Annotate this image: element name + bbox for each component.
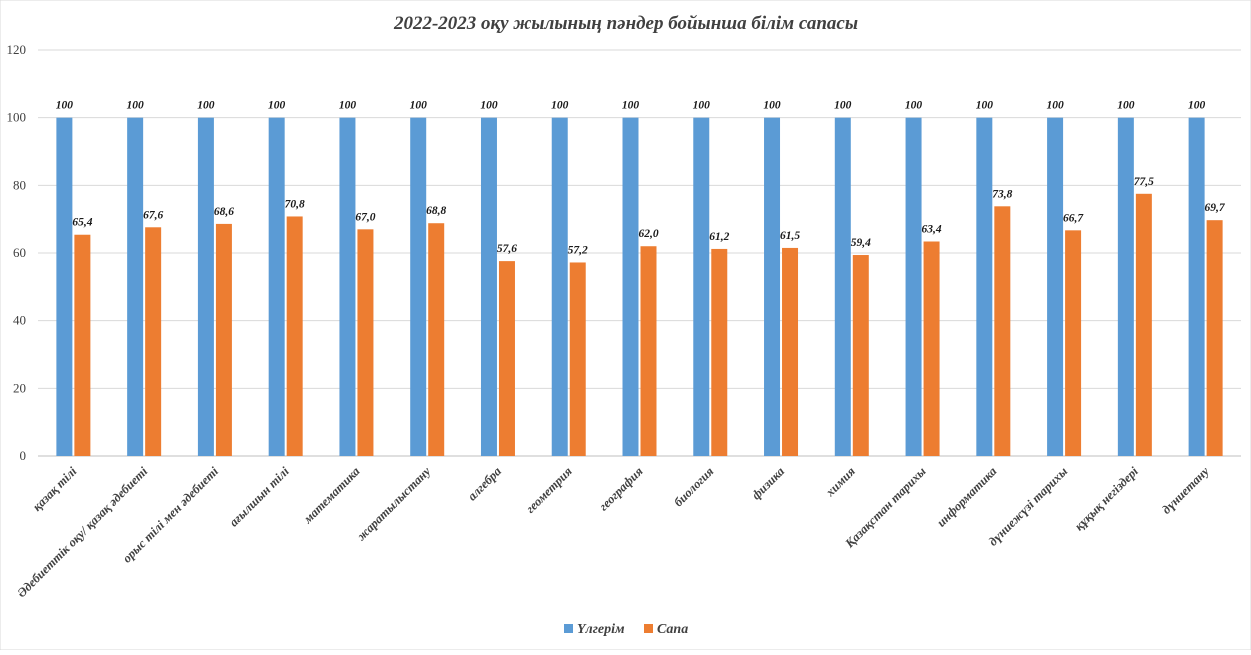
bar-sapa [711,248,728,456]
data-label: 100 [976,100,994,112]
legend-swatch [564,624,573,633]
bar-sapa [852,255,869,456]
data-label: 69,7 [1205,202,1226,214]
bar-sapa [215,223,232,456]
legend-swatch [644,624,653,633]
data-label: 100 [763,100,781,112]
y-tick-label: 120 [7,42,27,57]
data-label: 62,0 [638,228,658,240]
bar-ulgerim [410,117,427,457]
data-label: 100 [622,100,640,112]
data-label: 67,6 [143,209,163,221]
bar-ulgerim [764,117,781,457]
bar-ulgerim [480,117,497,457]
bar-ulgerim [1117,117,1134,457]
bar-sapa [428,223,445,456]
bar-ulgerim [976,117,993,457]
bar-sapa [286,216,303,456]
bar-sapa [569,262,586,456]
data-label: 100 [268,100,286,112]
data-label: 61,5 [780,230,800,242]
data-label: 100 [1046,100,1064,112]
axes: 0 20 40 60 80 100 120 [7,42,27,463]
bar-ulgerim [834,117,851,457]
bar-sapa [994,206,1011,456]
bar-sapa [1135,193,1152,456]
data-label: 100 [1117,100,1135,112]
bar-sapa [640,246,657,456]
data-label: 100 [56,100,74,112]
bar-sapa [145,227,162,456]
chart-title: 2022-2023 оқу жылының пәндер бойынша біл… [393,13,858,34]
legend: Үлгерім Сапа [564,622,688,637]
y-tick-label: 40 [13,313,26,328]
bar-ulgerim [551,117,568,457]
data-label: 100 [127,100,145,112]
bar-sapa [1206,220,1223,456]
bar-ulgerim [1047,117,1064,457]
y-tick-label: 0 [20,448,27,463]
data-labels: 100 100 100 100 100 100 100 100 100 100 100 100 100 1… [56,100,1226,257]
bar-sapa [498,261,515,456]
data-label: 77,5 [1134,176,1154,188]
data-label: 66,7 [1063,212,1084,224]
bar-sapa [923,241,940,456]
y-tick-label: 80 [13,177,26,192]
gridlines [38,49,1241,457]
data-label: 100 [693,100,711,112]
bar-ulgerim [693,117,710,457]
data-label: 68,8 [426,205,446,217]
bar-ulgerim [197,117,214,457]
data-label: 100 [339,100,357,112]
bar-ulgerim [339,117,356,457]
data-label: 57,6 [497,243,517,255]
bars [56,117,1223,457]
bar-ulgerim [905,117,922,457]
data-label: 59,4 [851,237,871,249]
data-label: 65,4 [72,217,92,229]
data-label: 100 [197,100,215,112]
data-label: 67,0 [355,211,375,223]
data-label: 100 [551,100,569,112]
data-label: 73,8 [992,188,1012,200]
data-label: 63,4 [921,223,941,235]
data-label: 100 [905,100,923,112]
bar-ulgerim [622,117,639,457]
legend-label: Сапа [657,622,688,637]
y-tick-label: 20 [13,380,26,395]
data-label: 57,2 [568,244,588,256]
bar-sapa [1065,230,1082,456]
data-label: 100 [1188,100,1206,112]
data-label: 100 [480,100,498,112]
bar-ulgerim [56,117,73,457]
bar-sapa [782,247,799,456]
bar-ulgerim [1188,117,1205,457]
bar-ulgerim [127,117,144,457]
data-label: 61,2 [709,231,729,243]
legend-label: Үлгерім [577,622,625,637]
data-label: 68,6 [214,206,234,218]
bar-ulgerim [268,117,285,457]
bar-sapa [357,229,374,456]
bar-sapa [74,234,91,456]
y-tick-label: 100 [7,110,27,125]
y-tick-label: 60 [13,245,26,260]
data-label: 100 [410,100,428,112]
data-label: 100 [834,100,852,112]
data-label: 70,8 [285,198,305,210]
